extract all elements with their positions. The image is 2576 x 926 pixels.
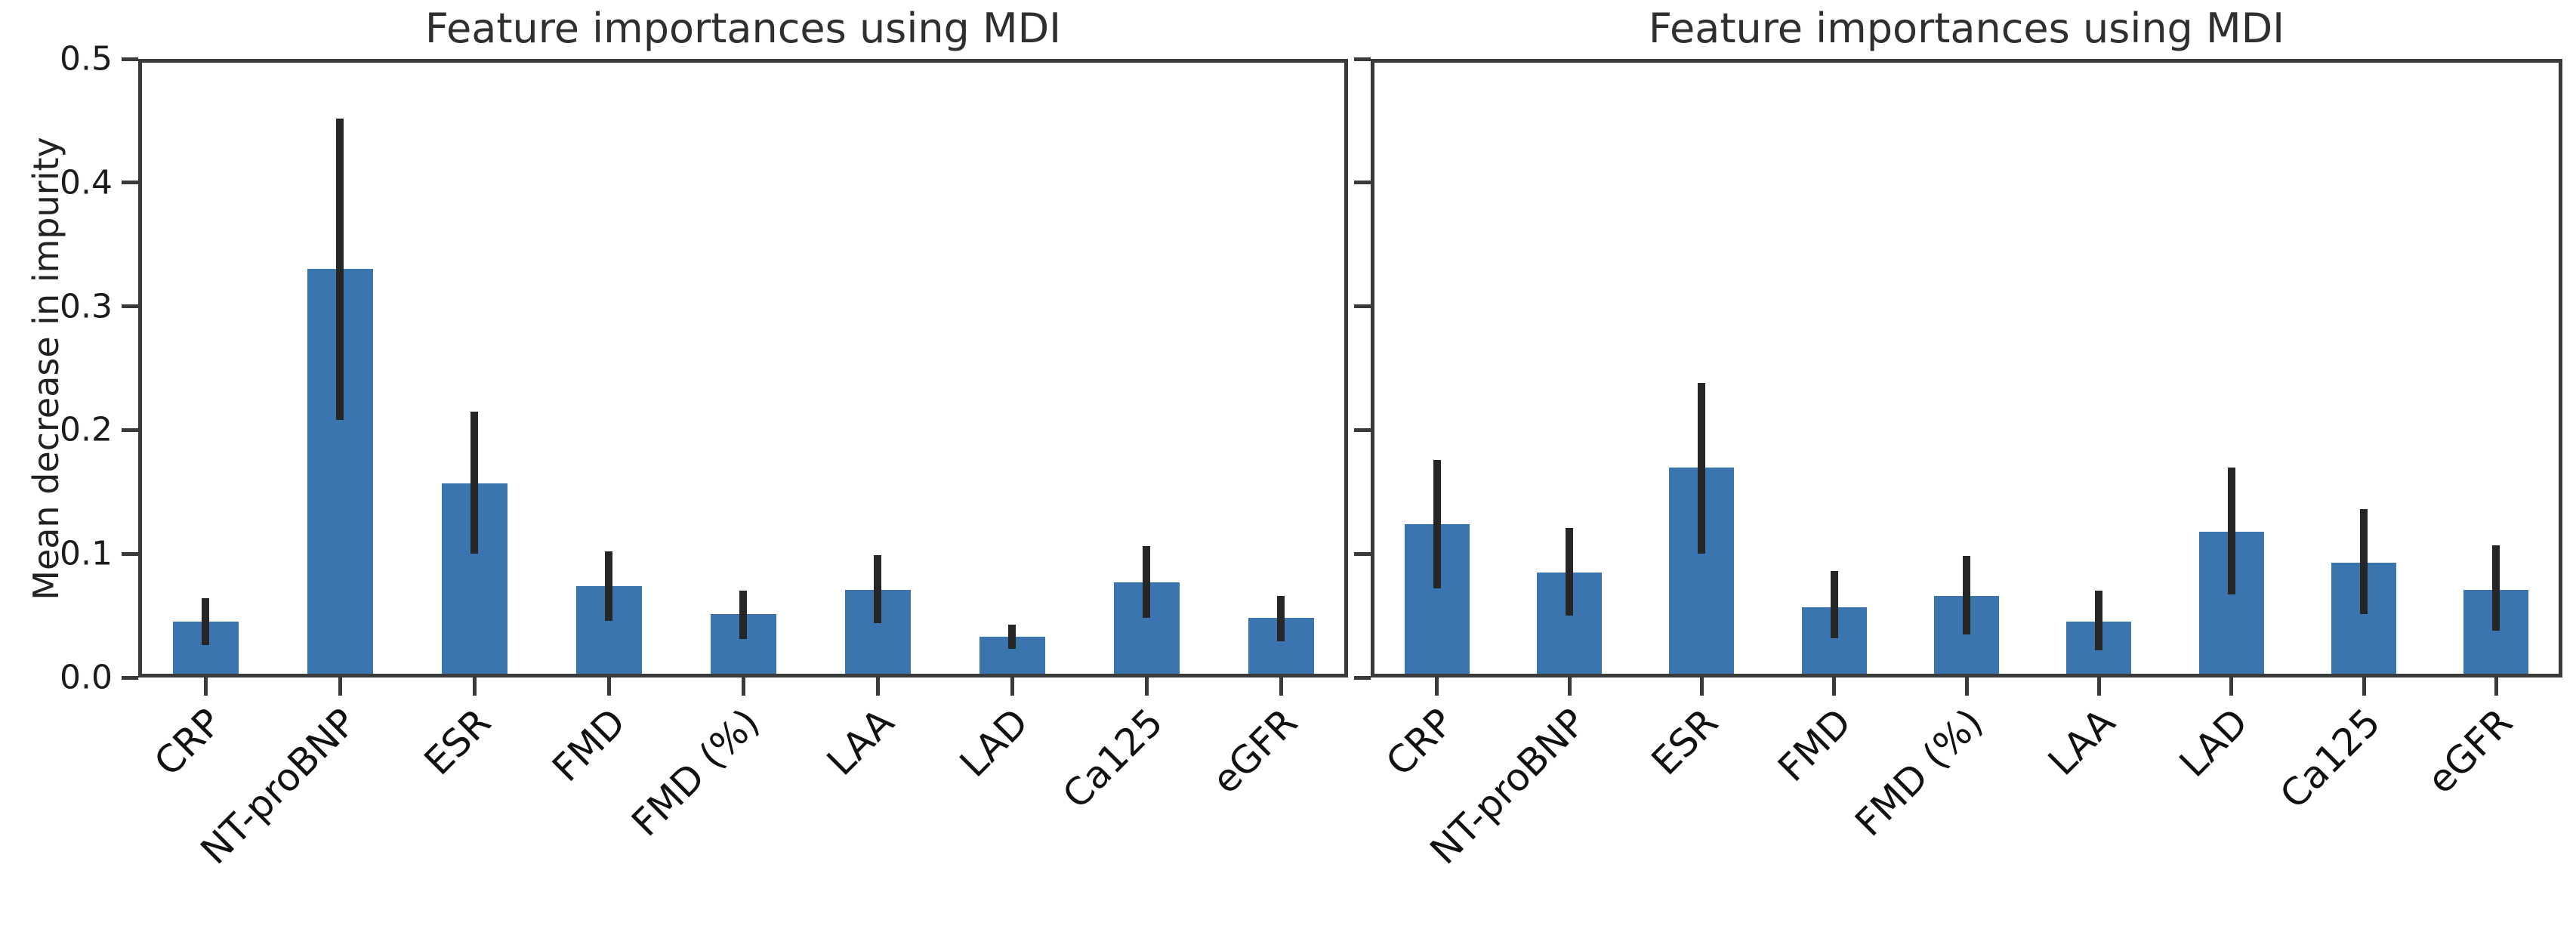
error-bar-ESR [470,411,478,554]
error-bar-LAA [874,554,881,623]
y-tick-0.4 [122,181,138,184]
x-tick-label-CRP: CRP [1377,700,1463,785]
x-tick-eGFR [2494,678,2498,696]
x-tick-label-FMD (%): FMD (%) [1846,700,1992,845]
y-tick-label-0.3: 0.3 [60,287,113,326]
x-tick-LAD [1010,678,1014,696]
x-tick-label-FMD: FMD [543,700,634,791]
axis-spine-right [2559,59,2562,678]
error-bar-LAD [1008,624,1016,650]
error-bar-eGFR [2492,545,2500,631]
x-tick-FMD (%) [1965,678,1969,696]
x-tick-LAA [876,678,880,696]
error-bar-ESR [1698,383,1705,554]
y-tick-label-0.1: 0.1 [60,534,113,573]
error-bar-Ca125 [1143,546,1150,619]
error-bar-FMD (%) [739,591,747,640]
x-tick-LAA [2097,678,2101,696]
x-tick-label-CRP: CRP [146,700,231,785]
error-bar-FMD (%) [1963,556,1970,634]
error-bar-FMD [605,551,612,621]
x-tick-label-LAD: LAD [952,700,1038,786]
axis-spine-left [138,59,142,678]
axis-spine-right [1344,59,1348,678]
x-tick-label-eGFR: eGFR [1203,700,1307,803]
x-tick-ESR [1700,678,1704,696]
x-tick-LAD [2229,678,2233,696]
x-tick-label-FMD (%): FMD (%) [623,700,769,845]
y-tick-0.0 [122,676,138,680]
error-bar-CRP [202,598,209,646]
x-tick-label-Ca125: Ca125 [1054,700,1172,817]
error-bar-LAA [2095,591,2102,650]
axis-spine-bottom [1371,674,2562,678]
x-tick-label-eGFR: eGFR [2418,700,2522,803]
y-tick-0.4 [1354,181,1371,184]
error-bar-NT-proBNP [336,118,344,421]
error-bar-Ca125 [2360,509,2368,615]
y-tick-0.3 [1354,304,1371,308]
y-axis-label-text: Mean decrease in impurity [26,136,66,600]
y-tick-0.5 [122,57,138,61]
x-tick-Ca125 [2362,678,2366,696]
left-chart-plot-area: Feature importances using MDI Mean decre… [26,5,1348,872]
x-tick-eGFR [1279,678,1283,696]
x-tick-ESR [473,678,477,696]
y-tick-label-0.5: 0.5 [60,39,113,79]
x-tick-Ca125 [1145,678,1149,696]
y-tick-0.1 [1354,552,1371,556]
error-bar-CRP [1433,459,1441,589]
y-tick-0.3 [122,304,138,308]
y-tick-label-0.2: 0.2 [60,410,113,449]
left-chart-title: Feature importances using MDI [424,5,1062,52]
right-chart-title: Feature importances using MDI [1648,5,2285,52]
y-tick-0.0 [1354,676,1371,680]
axis-spine-top [1371,59,2562,63]
y-tick-0.2 [1354,428,1371,432]
y-tick-0.2 [122,428,138,432]
right-chart-plot-area: Feature importances using MDI CRP NT-proB… [1354,5,2562,872]
axis-spine-top [138,59,1348,63]
x-tick-label-Ca125: Ca125 [2272,700,2389,817]
x-tick-label-FMD: FMD [1769,700,1860,791]
y-tick-label-0.0: 0.0 [60,658,113,697]
x-tick-NT-proBNP [1568,678,1572,696]
x-tick-CRP [1435,678,1439,696]
error-bar-eGFR [1277,595,1285,642]
error-bar-FMD [1831,571,1838,638]
axis-spine-left [1371,59,1374,678]
axis-spine-bottom [138,674,1348,678]
x-tick-CRP [204,678,208,696]
x-tick-label-ESR: ESR [1643,700,1727,784]
y-tick-label-0.4: 0.4 [60,163,113,202]
x-tick-FMD [1832,678,1836,696]
x-tick-FMD [607,678,611,696]
x-tick-label-ESR: ESR [415,700,500,784]
x-tick-FMD (%) [742,678,745,696]
x-tick-label-LAD: LAD [2171,700,2257,786]
x-tick-label-LAA: LAA [819,700,903,784]
y-tick-0.1 [122,552,138,556]
x-tick-NT-proBNP [338,678,342,696]
y-tick-0.5 [1354,57,1371,61]
x-tick-label-LAA: LAA [2040,700,2124,784]
error-bar-NT-proBNP [1566,527,1573,616]
error-bar-LAD [2228,467,2235,595]
